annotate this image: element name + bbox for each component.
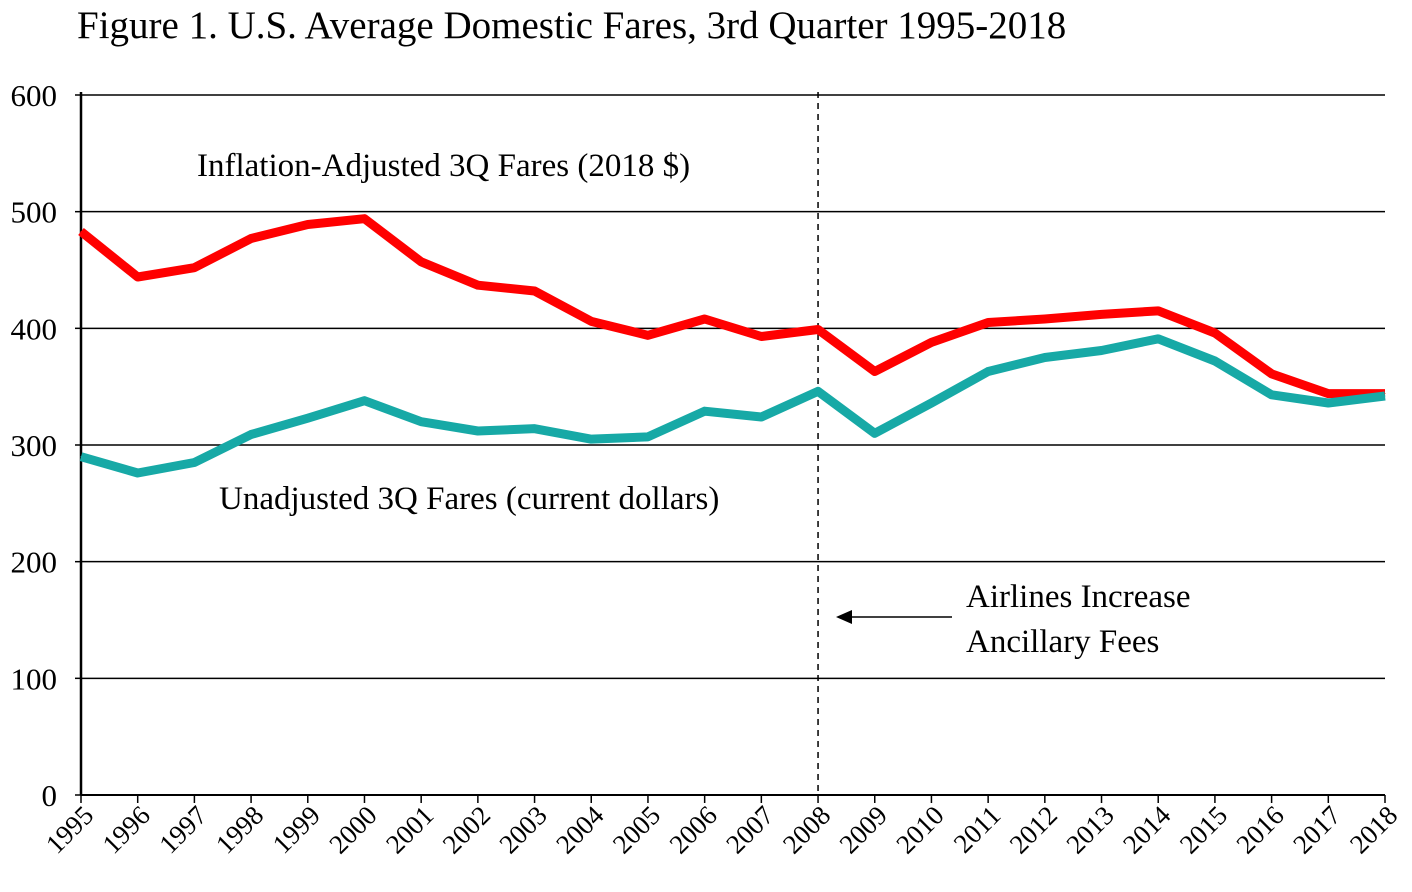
data-point-0-2016 — [1271, 373, 1273, 375]
series-line-0 — [78, 214, 1385, 399]
data-point-0-1996 — [137, 276, 139, 278]
y-tick-label: 500 — [11, 195, 58, 230]
data-point-0-2005 — [647, 334, 649, 336]
data-point-1-1996 — [137, 472, 139, 474]
x-tick-label: 2016 — [1230, 800, 1289, 859]
annotation-line2: Ancillary Fees — [966, 624, 1159, 660]
data-point-0-2000 — [363, 218, 365, 220]
data-point-0-2013 — [1101, 313, 1103, 315]
x-tick-label: 2006 — [663, 800, 722, 859]
y-tick-label: 400 — [11, 311, 58, 346]
data-point-0-2002 — [477, 284, 479, 286]
data-point-0-2001 — [420, 261, 422, 263]
x-tick-label: 2003 — [493, 800, 552, 859]
data-point-1-2014 — [1157, 338, 1159, 340]
data-point-0-1999 — [307, 224, 309, 225]
data-point-0-2011 — [987, 322, 989, 323]
x-tick-label: 2012 — [1004, 800, 1063, 859]
data-point-1-2012 — [1044, 357, 1046, 358]
data-point-1-2003 — [534, 428, 536, 430]
x-tick-label: 2008 — [777, 800, 836, 859]
data-point-1-2005 — [647, 436, 649, 438]
x-tick-label: 2014 — [1117, 800, 1177, 860]
annotation-arrow — [836, 610, 952, 624]
data-point-0-2003 — [534, 290, 536, 292]
data-point-0-2015 — [1214, 332, 1216, 334]
x-tick-label: 2018 — [1344, 800, 1403, 859]
data-point-0-2007 — [760, 336, 762, 337]
data-point-1-2018 — [1384, 395, 1386, 397]
x-tick-label: 2001 — [380, 800, 439, 859]
x-tick-label: 2007 — [720, 800, 779, 859]
data-point-0-2018 — [1384, 393, 1386, 395]
data-point-0-2014 — [1157, 310, 1159, 312]
y-tick-label: 100 — [11, 661, 58, 696]
y-tick-label: 0 — [42, 778, 58, 813]
x-tick-label: 1997 — [153, 800, 212, 859]
data-point-1-2017 — [1327, 402, 1329, 404]
data-point-1-2007 — [760, 416, 762, 418]
data-point-1-1995 — [80, 456, 82, 458]
annotation-line1: Airlines Increase — [966, 579, 1190, 615]
data-point-0-2010 — [930, 341, 932, 343]
data-point-0-1995 — [80, 231, 82, 232]
chart-title: Figure 1. U.S. Average Domestic Fares, 3… — [77, 4, 1066, 47]
data-point-1-2006 — [704, 410, 706, 412]
y-tick-label: 300 — [11, 428, 58, 463]
data-point-1-1997 — [193, 462, 195, 463]
series-line-1 — [79, 334, 1386, 478]
data-point-0-1997 — [193, 267, 195, 269]
x-tick-label: 2015 — [1174, 800, 1233, 859]
data-point-0-2012 — [1044, 318, 1046, 320]
data-point-0-2009 — [874, 371, 876, 372]
data-point-1-2000 — [363, 400, 365, 402]
x-tick-label: 2009 — [834, 800, 893, 859]
x-tick-label: 2010 — [890, 800, 949, 859]
x-tick-label: 2017 — [1287, 800, 1346, 859]
data-point-0-2008 — [817, 329, 819, 330]
x-tick-label: 2013 — [1060, 800, 1119, 859]
x-tick-label: 2000 — [323, 800, 382, 859]
y-tick-label: 600 — [11, 78, 58, 113]
data-point-1-1999 — [307, 417, 309, 419]
data-point-0-1998 — [250, 238, 252, 239]
data-point-1-2011 — [987, 371, 989, 372]
x-tick-label: 1999 — [267, 800, 326, 859]
data-point-1-2001 — [420, 421, 422, 423]
series-label-unadjusted: Unadjusted 3Q Fares (current dollars) — [219, 481, 719, 517]
data-point-0-2017 — [1327, 393, 1329, 395]
data-point-1-2004 — [590, 438, 592, 440]
data-point-1-2009 — [874, 432, 876, 434]
x-tick-label: 1996 — [97, 800, 156, 859]
data-point-1-2016 — [1271, 394, 1273, 396]
series-label-inflation-adjusted: Inflation-Adjusted 3Q Fares (2018 $) — [197, 148, 690, 184]
y-tick-label: 200 — [11, 545, 58, 580]
data-point-1-2013 — [1101, 350, 1103, 351]
data-point-1-2015 — [1214, 360, 1216, 362]
x-tick-label: 2002 — [437, 800, 496, 859]
data-point-0-2006 — [704, 318, 706, 320]
x-tick-label: 2005 — [607, 800, 666, 859]
data-point-1-2002 — [477, 430, 479, 432]
data-point-1-2010 — [930, 402, 932, 404]
x-tick-label: 1998 — [210, 800, 269, 859]
data-point-1-1998 — [250, 434, 252, 435]
data-point-0-2004 — [590, 320, 592, 322]
x-tick-label: 2011 — [948, 800, 1007, 859]
x-tick-label: 2004 — [550, 800, 610, 860]
data-point-1-2008 — [817, 390, 819, 392]
